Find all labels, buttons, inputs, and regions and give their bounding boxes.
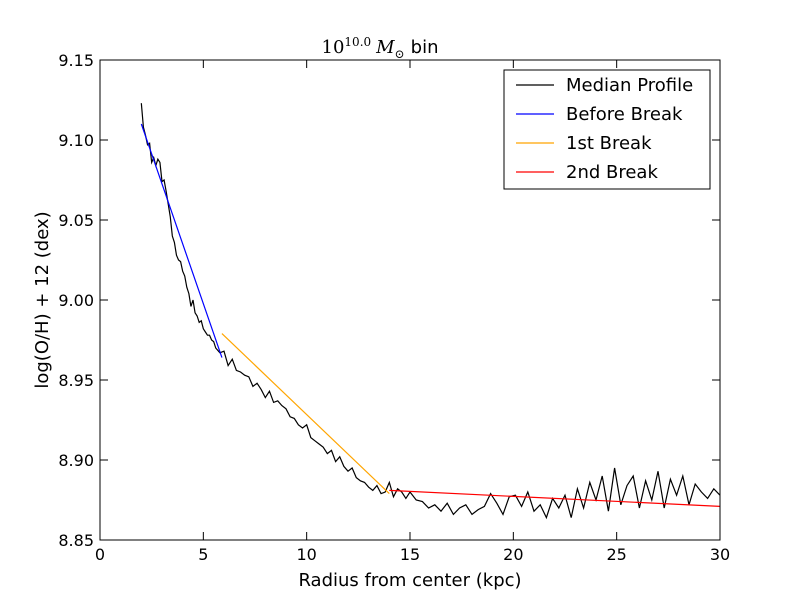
svg-text:1010.0M⊙bin: 1010.0 M⊙ bin (322, 35, 439, 61)
title-suffix: bin (411, 37, 439, 58)
legend-label-1: Before Break (566, 104, 683, 125)
legend-label-3: 2nd Break (566, 162, 658, 183)
x-tick-label: 0 (95, 545, 105, 564)
series-layer (140, 103, 720, 520)
series-line-2 (221, 333, 390, 495)
legend-box (503, 69, 711, 190)
x-tick-label: 30 (710, 545, 730, 564)
legend: Median Profile Before Break 1st Break 2nd B… (503, 69, 711, 190)
series-line-3 (389, 489, 720, 507)
chart-title: 1010.0 M⊙ bin (322, 35, 439, 61)
x-axis-ticks: 0 5 10 15 20 25 30 (95, 60, 730, 564)
title-subscript: ⊙ (395, 47, 405, 61)
y-tick-label: 9.05 (58, 211, 94, 230)
y-axis-ticks: 8.85 8.90 8.95 9.00 9.05 9.10 9.15 (58, 51, 720, 550)
title-symbol: M (375, 37, 395, 58)
x-tick-label: 5 (198, 545, 208, 564)
y-tick-label: 8.90 (58, 451, 94, 470)
x-tick-label: 20 (503, 545, 523, 564)
x-tick-label: 25 (606, 545, 626, 564)
title-base: 10 (322, 37, 345, 58)
y-tick-label: 8.85 (58, 531, 94, 550)
y-tick-label: 9.10 (58, 131, 94, 150)
legend-label-0: Median Profile (566, 75, 693, 96)
x-tick-label: 15 (400, 545, 420, 564)
title-exponent: 10.0 (344, 35, 371, 49)
legend-label-2: 1st Break (566, 133, 652, 154)
y-tick-label: 9.00 (58, 291, 94, 310)
y-tick-label: 8.95 (58, 371, 94, 390)
series-line-0 (140, 103, 720, 520)
series-line-1 (140, 123, 223, 358)
x-axis-label: Radius from center (kpc) (298, 570, 521, 591)
y-tick-label: 9.15 (58, 51, 94, 70)
y-axis-label: log(O/H) + 12 (dex) (32, 211, 53, 388)
x-tick-label: 10 (296, 545, 316, 564)
legend-entries: Median Profile Before Break 1st Break 2nd B… (516, 75, 693, 183)
